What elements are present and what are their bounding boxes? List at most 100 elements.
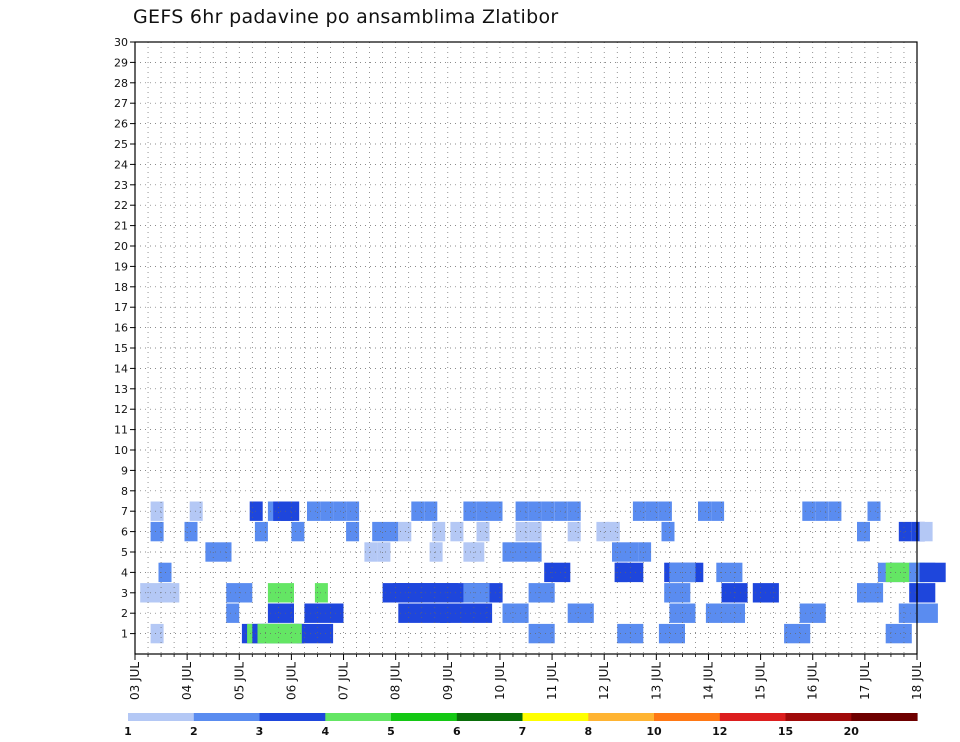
heatmap-cell <box>554 501 568 521</box>
y-tick-label: 13 <box>114 383 128 396</box>
y-tick-label: 30 <box>114 36 128 49</box>
chart-title: GEFS 6hr padavine po ansamblima Zlatibor <box>133 6 559 28</box>
heatmap-cell <box>528 583 555 603</box>
heatmap-cell <box>226 603 240 623</box>
y-tick-label: 10 <box>114 444 128 457</box>
y-tick-label: 27 <box>114 97 128 110</box>
heatmap-cell <box>450 521 464 542</box>
heatmap-cell <box>541 501 555 521</box>
colorbar-swatch <box>325 713 392 721</box>
heatmap-cell <box>205 542 232 562</box>
heatmap-cell <box>802 501 816 521</box>
heatmap-cell <box>661 521 675 542</box>
colorbar-legend: 1 2 3 4 5 6 7 8 10 12 15 20 <box>124 713 918 738</box>
heatmap-cell <box>658 623 685 644</box>
colorbar-label: 5 <box>387 725 395 738</box>
x-tick-label: 11 JUL <box>545 662 559 700</box>
y-tick-label: 21 <box>114 220 128 233</box>
heatmap-cell <box>632 501 646 521</box>
colorbar-label: 4 <box>321 725 329 738</box>
y-tick-label: 7 <box>121 505 128 518</box>
heatmap-cell <box>463 583 490 603</box>
y-tick-label: 22 <box>114 199 128 212</box>
y-axis: 1234567891011121314151617181920212223242… <box>114 36 135 641</box>
colorbar-label: 7 <box>519 725 527 738</box>
y-tick-label: 1 <box>121 628 128 641</box>
heatmap-cell <box>867 501 881 521</box>
y-tick-label: 5 <box>121 546 128 559</box>
y-tick-label: 15 <box>114 342 128 355</box>
heatmap-cell <box>432 521 446 542</box>
colorbar-swatch <box>851 713 918 721</box>
heatmap-cell <box>716 562 743 583</box>
heatmap-cell <box>320 501 334 521</box>
y-tick-label: 12 <box>114 403 128 416</box>
heatmap-cell <box>150 623 164 644</box>
x-tick-label: 07 JUL <box>337 662 351 700</box>
x-tick-label: 04 JUL <box>180 662 194 700</box>
heatmap-cell <box>664 583 691 603</box>
colorbar-swatch <box>522 713 589 721</box>
heatmap-cell <box>606 521 620 542</box>
y-tick-label: 26 <box>114 118 128 131</box>
colorbar-label: 1 <box>124 725 132 738</box>
heatmap-cell <box>189 501 203 521</box>
heatmap-cell <box>314 583 328 603</box>
y-tick-label: 14 <box>114 362 128 375</box>
y-tick-label: 28 <box>114 77 128 90</box>
heatmap-cell <box>333 501 347 521</box>
heatmap-cell <box>398 603 451 623</box>
heatmap-cell <box>502 542 542 562</box>
y-tick-label: 6 <box>121 526 128 539</box>
heatmap-cell <box>377 542 391 562</box>
heatmap-cell <box>669 603 696 623</box>
x-tick-label: 08 JUL <box>389 662 403 700</box>
colorbar-swatch <box>391 713 458 721</box>
heatmap-cell <box>476 501 490 521</box>
heatmap-cell <box>249 501 263 521</box>
x-tick-label: 13 JUL <box>649 662 663 700</box>
heatmap-cell <box>799 603 826 623</box>
heatmap-cell <box>463 501 477 521</box>
grid-lines <box>134 41 918 654</box>
heatmap-cell <box>291 521 305 542</box>
heatmap-cell <box>857 521 870 542</box>
heatmap-cell <box>307 501 320 521</box>
x-tick-label: 10 JUL <box>493 662 507 700</box>
y-tick-label: 16 <box>114 322 128 335</box>
heatmap-cell <box>898 603 938 623</box>
y-tick-label: 24 <box>114 158 128 171</box>
heatmap-cell <box>346 521 360 542</box>
x-tick-label: 16 JUL <box>806 662 820 700</box>
x-tick-label: 06 JUL <box>284 662 298 700</box>
colorbar-label: 8 <box>584 725 592 738</box>
heatmap-cell <box>476 521 490 542</box>
x-axis: 03 JUL 04 JUL 05 JUL 06 JUL 07 JUL 08 JUL 09 J… <box>128 654 924 700</box>
y-tick-label: 9 <box>121 464 128 477</box>
heatmap-cell <box>711 501 725 521</box>
x-tick-label: 18 JUL <box>910 662 924 700</box>
heatmap-cell <box>567 501 581 521</box>
colorbar-swatch <box>128 713 195 721</box>
heatmap-cell <box>919 521 933 542</box>
x-tick-label: 15 JUL <box>754 662 768 700</box>
y-tick-label: 25 <box>114 138 128 151</box>
heatmap-cell <box>698 501 711 521</box>
colorbar-swatch <box>654 713 721 721</box>
colorbar-label: 3 <box>256 725 264 738</box>
colorbar-label: 20 <box>844 725 860 738</box>
colorbar-swatch <box>456 713 524 721</box>
heatmap-cell <box>638 542 652 562</box>
heatmap-cell <box>398 521 412 542</box>
y-tick-label: 23 <box>114 179 128 192</box>
heatmap-cell <box>645 501 659 521</box>
y-tick-label: 29 <box>114 56 128 69</box>
heatmap-cell <box>528 623 555 644</box>
colorbar-swatch <box>785 713 852 721</box>
heatmap-cell <box>471 542 485 562</box>
y-tick-label: 17 <box>114 301 128 314</box>
heatmap-cell <box>150 521 164 542</box>
x-tick-label: 05 JUL <box>232 662 246 700</box>
heatmap-cell <box>515 501 529 521</box>
